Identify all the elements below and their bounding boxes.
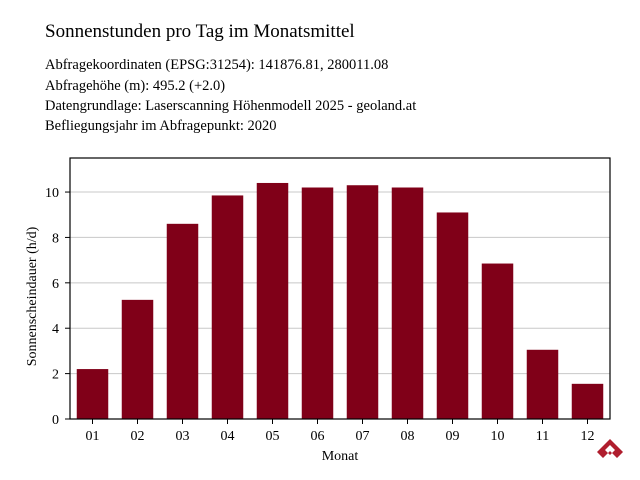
x-axis-title: Monat	[322, 449, 359, 464]
info-flight-year: Befliegungsjahr im Abfragepunkt: 2020	[45, 118, 277, 134]
y-tick-label: 8	[52, 231, 59, 246]
diamond-logo-icon	[597, 439, 623, 458]
bar-01	[76, 369, 109, 419]
y-tick-label: 6	[52, 277, 59, 292]
x-tick-label-06: 06	[311, 429, 325, 444]
y-tick-label: 0	[52, 413, 59, 428]
x-tick-label-01: 01	[86, 429, 100, 444]
axes	[65, 157, 611, 424]
y-tick-label: 2	[52, 368, 59, 383]
y-axis-title: Sonnenscheindauer (h/d)	[25, 226, 40, 366]
x-tick-label-02: 02	[131, 429, 145, 444]
x-tick-label-10: 10	[491, 429, 505, 444]
bar-03	[166, 223, 199, 419]
x-tick-label-07: 07	[356, 429, 370, 444]
x-tick-label-12: 12	[581, 429, 595, 444]
bar-12	[571, 383, 604, 419]
info-coordinates: Abfragekoordinaten (EPSG:31254): 141876.…	[45, 57, 389, 73]
x-tick-label-08: 08	[401, 429, 415, 444]
x-tick-label-03: 03	[176, 429, 190, 444]
chart-title: Sonnenstunden pro Tag im Monatsmittel	[45, 21, 355, 42]
y-tick-label: 4	[52, 322, 59, 337]
x-tick-label-05: 05	[266, 429, 280, 444]
bar-11	[526, 349, 559, 419]
bar-10	[481, 263, 514, 419]
x-tick-label-09: 09	[446, 429, 460, 444]
bar-09	[436, 212, 469, 419]
x-tick-label-04: 04	[221, 429, 235, 444]
bar-04	[211, 195, 244, 419]
y-tick-label: 10	[45, 186, 59, 201]
plot-frame	[69, 157, 611, 420]
info-elevation: Abfragehöhe (m): 495.2 (+2.0)	[45, 78, 226, 94]
bar-06	[301, 187, 334, 419]
bar-02	[121, 299, 154, 419]
bar-08	[391, 187, 424, 419]
grid-lines	[70, 191, 610, 375]
bar-05	[256, 182, 289, 419]
bars	[76, 182, 604, 419]
x-tick-label-11: 11	[536, 429, 549, 444]
info-data-source: Datengrundlage: Laserscanning Höhenmodel…	[45, 98, 417, 114]
bar-07	[346, 185, 379, 419]
